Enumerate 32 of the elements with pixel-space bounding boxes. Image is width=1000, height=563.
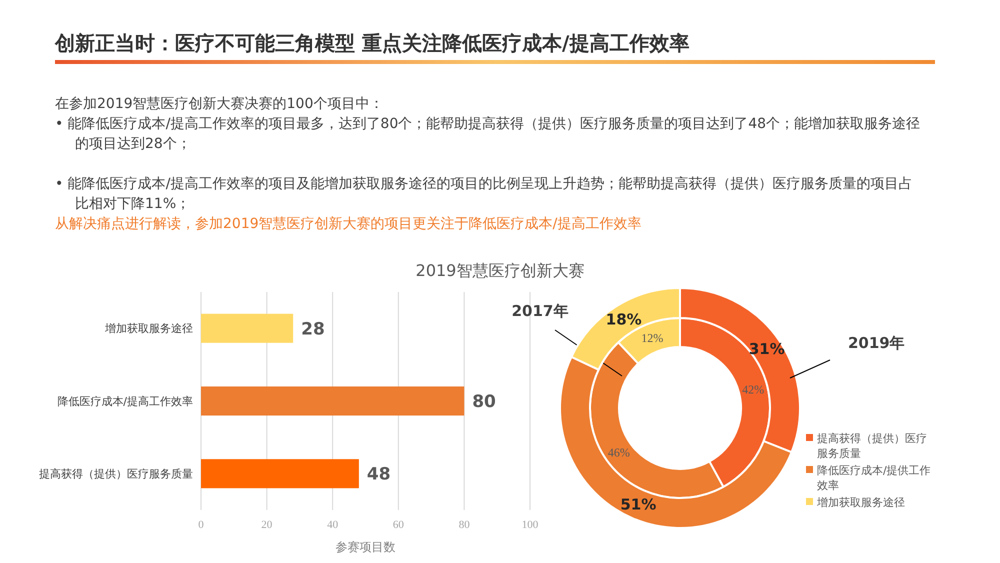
- data-label: 80: [472, 392, 496, 412]
- data-label: 42%: [742, 382, 764, 396]
- text: • 能降低医疗成本/提高工作效率的项目最多，达到了80个；能帮助提高获得（提供）医疗服务质量的项目达到了48个；能增加获取服务途径的项目达到28个；: [55, 116, 920, 152]
- y-tick-label: 降低医疗成本/提高工作效率: [57, 394, 193, 408]
- text: 在参加2019智慧医疗创新大赛决赛的100个项目中：: [55, 96, 384, 112]
- y-tick-label: 增加获取服务途径: [104, 322, 193, 336]
- legend-label: 降低医疗成本/提供工作效率: [817, 464, 931, 492]
- text: 从解决痛点进行解读，参加2019智慧医疗创新大赛的项目更关注于降低医疗成本/提高工作效率: [55, 216, 642, 232]
- bar: [201, 314, 294, 343]
- y-tick-label: 提高获得（提供）医疗服务质量: [39, 468, 193, 481]
- data-label: 51%: [620, 496, 656, 514]
- x-tick-label: 100: [522, 519, 539, 531]
- data-label: 46%: [608, 446, 630, 460]
- legend-label: 提高获得（提供）医疗服务质量: [817, 432, 927, 460]
- x-tick-label: 0: [198, 519, 204, 531]
- data-label: 12%: [641, 331, 664, 345]
- text: • 能降低医疗成本/提高工作效率的项目及能增加获取服务途径的项目的比例呈现上升趋势；能帮助提高获得（提供）医疗服务质量的项目占比相对下降11%；: [55, 176, 912, 212]
- legend-label: 增加获取服务途径: [816, 496, 905, 509]
- data-label: 28: [301, 319, 325, 340]
- x-tick-label: 20: [261, 519, 273, 531]
- text: 创新正当时：医疗不可能三角模型 重点关注降低医疗成本/提高工作效率: [54, 31, 690, 55]
- x-tick-label: 40: [327, 519, 339, 531]
- data-label: 48: [366, 464, 391, 485]
- slice-label: 2019年: [848, 334, 905, 352]
- bar: [201, 459, 359, 488]
- x-tick-label: 60: [392, 519, 404, 531]
- chart-title: 2019智慧医疗创新大赛: [416, 261, 584, 280]
- bar: [201, 386, 464, 416]
- x-axis-title: 参赛项目数: [336, 540, 396, 554]
- data-label: 18%: [606, 310, 642, 329]
- slice-label: 2017年: [512, 302, 568, 320]
- x-tick-label: 80: [458, 519, 470, 531]
